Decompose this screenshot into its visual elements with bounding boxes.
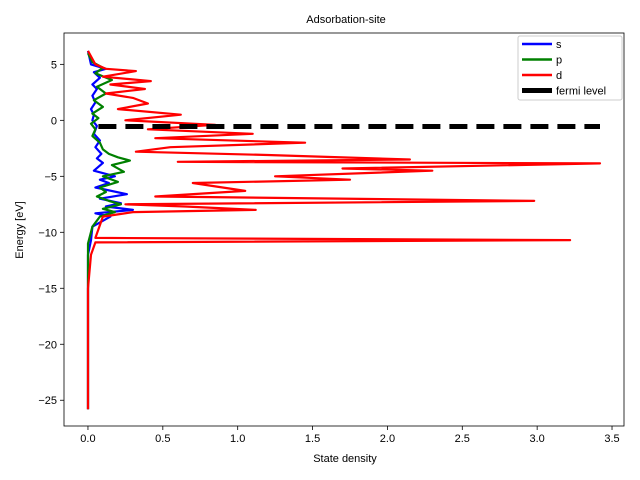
x-tick-label: 1.0 bbox=[230, 433, 245, 445]
y-tick-label: −5 bbox=[44, 171, 57, 183]
y-tick-label: −20 bbox=[38, 339, 57, 351]
x-axis-title: State density bbox=[313, 453, 377, 465]
series-s-line bbox=[86, 50, 134, 410]
y-tick-label: −10 bbox=[38, 227, 57, 239]
legend-label: fermi level bbox=[556, 86, 606, 98]
chart-title: Adsorbation-site bbox=[306, 14, 386, 26]
x-tick-label: 0.0 bbox=[80, 433, 95, 445]
x-tick-label: 3.0 bbox=[530, 433, 545, 445]
plot-frame bbox=[63, 32, 625, 427]
x-axis: 0.0 0.5 1.0 1.5 2.0 2.5 3.0 3.5 bbox=[80, 426, 620, 445]
x-tick-label: 2.5 bbox=[455, 433, 470, 445]
x-tick-label: 1.5 bbox=[305, 433, 320, 445]
plot-area bbox=[63, 32, 625, 427]
x-tick-label: 0.5 bbox=[155, 433, 170, 445]
series-layer bbox=[86, 50, 602, 410]
y-tick-label: 5 bbox=[51, 59, 57, 71]
legend-label: p bbox=[556, 55, 562, 67]
y-axis: 5 0 −5 −10 −15 −20 −25 bbox=[38, 59, 64, 407]
y-axis-title: Energy [eV] bbox=[14, 201, 26, 258]
x-tick-label: 2.0 bbox=[380, 433, 395, 445]
series-d-line bbox=[86, 50, 602, 410]
y-tick-label: 0 bbox=[51, 115, 57, 127]
x-tick-label: 3.5 bbox=[604, 433, 619, 445]
series-p-line bbox=[86, 52, 131, 410]
legend-frame bbox=[517, 35, 623, 101]
legend: spd fermi level bbox=[517, 35, 623, 101]
y-tick-label: −25 bbox=[38, 395, 57, 407]
legend-label: d bbox=[556, 70, 562, 82]
y-tick-label: −15 bbox=[38, 283, 57, 295]
legend-label: s bbox=[556, 39, 562, 51]
